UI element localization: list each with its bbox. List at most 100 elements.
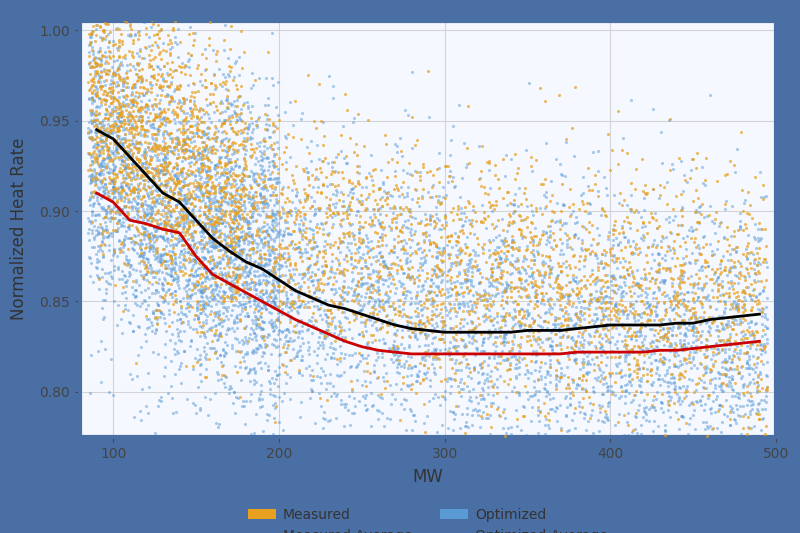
Point [230,223,243,232]
Point [234,375,247,384]
Point [530,335,542,343]
Point [703,405,716,414]
Point [498,337,511,346]
Point [205,78,218,87]
Point [566,299,579,308]
Point [147,130,160,139]
Point [618,354,631,362]
Point [301,142,314,151]
Point [398,246,411,255]
Point [227,290,240,298]
Point [221,174,234,183]
Point [602,235,614,244]
Point [622,377,635,386]
Point [158,319,171,327]
Point [154,83,167,91]
Point [142,216,154,224]
Point [545,215,558,224]
Point [162,238,174,246]
Point [191,345,204,354]
Point [171,109,184,118]
Point [169,33,182,42]
Point [538,399,550,407]
Point [292,296,305,304]
Point [596,204,609,213]
Point [281,249,294,257]
Point [594,259,607,268]
Point [113,208,126,216]
Point [141,314,154,323]
Point [208,348,221,357]
Point [613,314,626,322]
Point [650,298,663,307]
Point [307,243,320,251]
Point [513,306,526,315]
Point [548,329,561,338]
Point [553,376,566,385]
Point [144,261,157,269]
Point [598,262,610,271]
Point [724,341,737,350]
Point [649,405,662,414]
Point [570,303,583,311]
Point [444,276,457,285]
Point [686,353,699,361]
Point [112,52,125,60]
Point [302,264,314,273]
Point [313,389,326,397]
Point [335,286,348,294]
Point [233,161,246,170]
Point [506,298,519,306]
Point [109,151,122,159]
Point [575,306,588,315]
Point [397,244,410,252]
Point [417,360,430,369]
Point [234,269,246,278]
Point [117,78,130,87]
Point [640,189,653,197]
Point [220,207,233,215]
Point [559,138,572,146]
Point [121,92,134,100]
Point [270,232,282,241]
Point [409,416,422,425]
Point [170,200,182,209]
Point [218,211,231,220]
Point [363,253,376,262]
Point [582,392,595,401]
Point [326,213,338,221]
Point [230,112,242,121]
Point [556,283,569,292]
Point [230,295,242,303]
Point [247,271,260,280]
Point [177,94,190,103]
Measured Average [440,329,450,335]
Point [122,225,135,233]
Point [738,293,750,302]
Point [268,335,281,343]
Point [452,204,465,213]
Point [388,244,401,252]
Point [346,305,358,314]
Point [204,166,217,175]
Point [167,242,180,251]
Point [741,265,754,273]
Point [165,80,178,88]
Point [162,97,175,106]
Point [599,298,612,306]
Point [320,240,333,248]
Point [148,251,161,259]
Point [218,294,230,303]
Point [144,72,157,80]
Point [548,236,561,244]
Point [754,340,767,348]
Point [579,325,592,334]
Point [219,280,232,288]
Point [117,307,130,316]
Point [382,264,394,272]
Point [156,169,169,178]
Point [685,166,698,174]
Point [89,52,102,61]
Point [115,11,128,19]
Point [202,215,215,223]
